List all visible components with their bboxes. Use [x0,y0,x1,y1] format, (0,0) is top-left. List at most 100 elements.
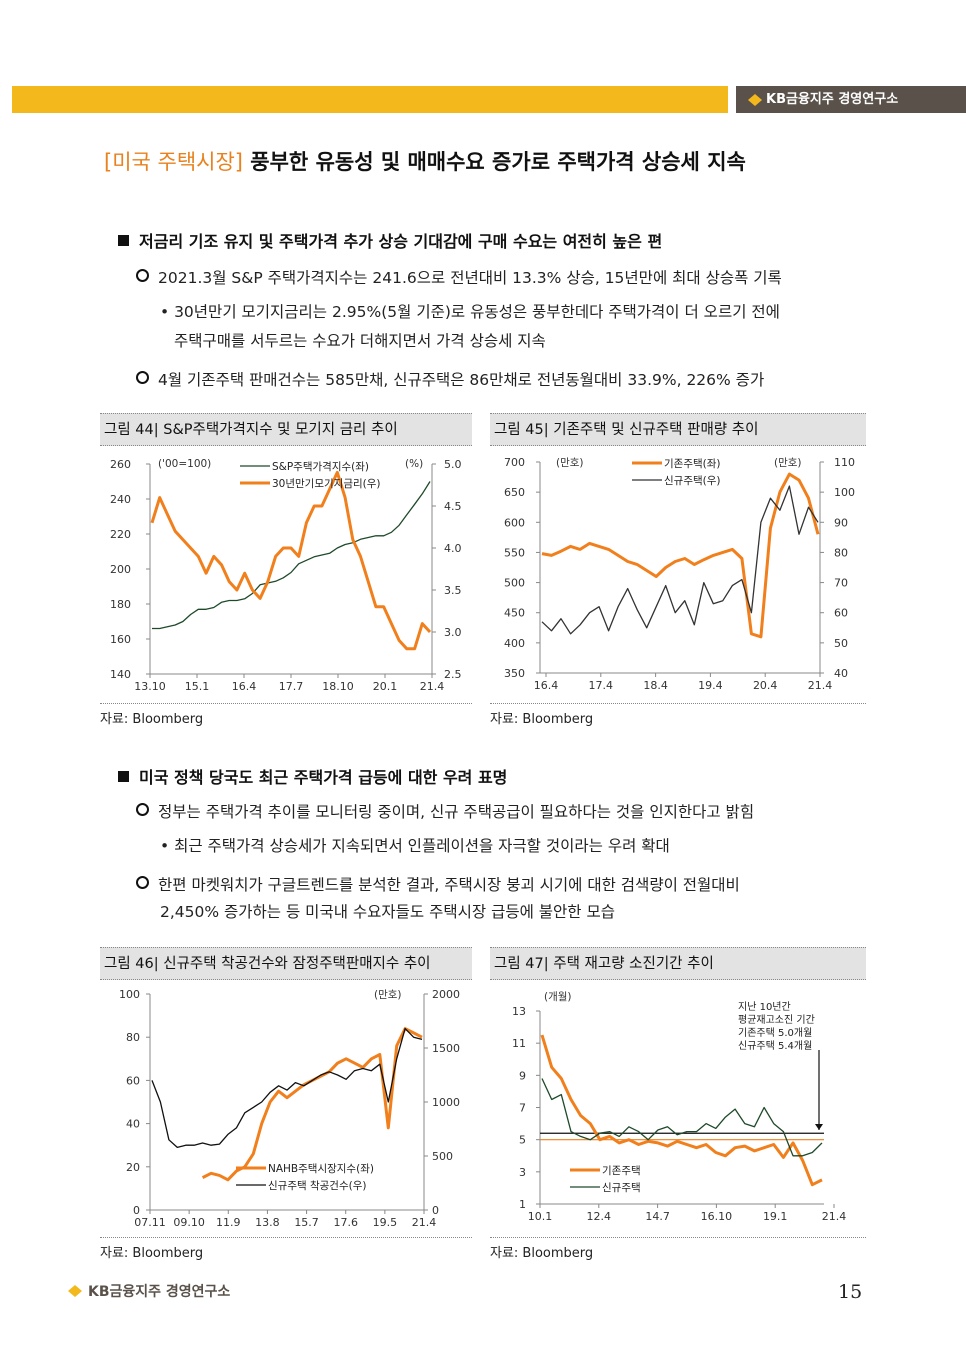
square-bullet-icon [118,771,129,782]
footer-brand: KB금융지주 경영연구소 [66,1281,230,1301]
c46-xtick-label: 13.8 [255,1216,280,1229]
c44-ytick-left-label: 160 [110,633,131,646]
section1-sub1-line1: • 30년만기 모기지금리는 2.95%(5월 기준)로 유동성은 풍부한데다 … [160,303,780,321]
c45-ytick-left-label: 500 [504,577,525,590]
c46-ytick-left-label: 40 [126,1118,140,1131]
c44-ytick-left-label: 240 [110,493,131,506]
c44-xtick-label: 15.1 [185,680,210,693]
c44-xtick-label: 16.4 [232,680,257,693]
section2-heading-text: 미국 정책 당국도 최근 주택가격 급등에 대한 우려 표명 [139,768,508,787]
c47-xtick-label: 10.1 [528,1210,553,1223]
chart47-title: 그림 47| 주택 재고량 소진기간 추이 [490,947,866,980]
section2-sub1: • 최근 주택가격 상승세가 지속되면서 인플레이션을 자극할 것이라는 우려 … [160,837,670,855]
c45-ytick-right-label: 90 [834,516,848,529]
c45-xtick-label: 19.4 [698,679,723,692]
c47-annotation-text: 기존주택 5.0개월 [738,1027,812,1039]
chart44-source: 자료: Bloomberg [100,703,472,727]
c45-ytick-right-label: 70 [834,577,848,590]
page-number: 15 [838,1281,863,1303]
c44-series-line-2 [150,470,432,651]
section1-heading: 저금리 기조 유지 및 주택가격 추가 상승 기대감에 구매 수요는 여전히 높… [118,228,662,252]
c44-ytick-left-label: 260 [110,458,131,471]
section1-bullet1: 2021.3월 S&P 주택가격지수는 241.6으로 전년대비 13.3% 상… [136,266,782,288]
c44-xtick-label: 21.4 [420,680,445,693]
c46-unit-right: (만호) [374,989,402,1001]
c47-annotation-arrowhead [815,1124,823,1130]
c47-ytick-left-label: 5 [519,1134,526,1147]
section1-heading-text: 저금리 기조 유지 및 주택가격 추가 상승 기대감에 구매 수요는 여전히 높… [139,232,663,251]
c47-ytick-left-label: 9 [519,1069,526,1082]
c47-annotation-text: 평균재고소진 기간 [738,1014,815,1026]
c44-ytick-left-label: 140 [110,668,131,681]
c45-xtick-label: 16.4 [534,679,559,692]
c46-ytick-left-label: 20 [126,1161,140,1174]
chart46-source: 자료: Bloomberg [100,1237,472,1261]
c44-legend-label: S&P주택가격지수(좌) [272,460,369,473]
header-brand-text: KB금융지주 경영연구소 [766,92,899,107]
page-title-text: 풍부한 유동성 및 매매수요 증가로 주택가격 상승세 지속 [250,150,746,174]
c47-xtick-label: 21.4 [822,1210,847,1223]
c44-ytick-right-label: 3.0 [444,626,462,639]
c46-xtick-label: 15.7 [294,1216,319,1229]
section2-bullet2: 한편 마켓워치가 구글트렌드를 분석한 결과, 주택시장 붕괴 시기에 대한 검… [136,873,740,895]
c44-xtick-label: 17.7 [279,680,304,693]
c47-ytick-left-label: 7 [519,1102,526,1115]
c46-series-line-1 [201,1027,423,1182]
chart45-title: 그림 45| 기존주택 및 신규주택 판매량 추이 [490,413,866,446]
c44-ytick-right-label: 3.5 [444,584,462,597]
c45-xtick-label: 21.4 [808,679,833,692]
square-bullet-icon [118,235,129,246]
c47-xtick-label: 12.4 [587,1210,612,1223]
c45-ytick-left-label: 450 [504,607,525,620]
c47-legend-label: 기존주택 [602,1165,641,1177]
c47-series-line-1 [540,1034,823,1187]
page-title-tag: [미국 주택시장] [104,150,243,174]
chart44-title: 그림 44| S&P주택가격지수 및 모기지 금리 추이 [100,413,472,446]
c47-xtick-label: 14.7 [645,1210,670,1223]
c44-xtick-label: 13.10 [134,680,166,693]
c44-unit-right: (%) [405,458,423,470]
c45-xtick-label: 20.4 [753,679,778,692]
section2-bullet2-line1: 한편 마켓워치가 구글트렌드를 분석한 결과, 주택시장 붕괴 시기에 대한 검… [158,876,740,894]
c45-ytick-right-label: 80 [834,546,848,559]
c44-legend-label: 30년만기모기지금리(우) [272,478,381,490]
kb-logo-icon [68,1285,82,1297]
c45-legend-label: 기존주택(좌) [664,458,721,470]
circle-bullet-icon [136,371,149,384]
c44-ytick-left-label: 220 [110,528,131,541]
c47-unit-left: (개월) [544,991,572,1003]
chart45-source: 자료: Bloomberg [490,703,866,727]
c45-ytick-left-label: 700 [504,456,525,469]
section2-bullet1-text: 정부는 주택가격 추이를 모니터링 중이며, 신규 주택공급이 필요하다는 것을… [158,803,755,821]
c45-xtick-label: 17.4 [589,679,614,692]
c44-xtick-label: 20.1 [373,680,398,693]
c46-series-line-2 [151,1027,423,1149]
c46-legend-label: 신규주택 착공건수(우) [268,1180,366,1192]
c45-ytick-left-label: 350 [504,667,525,680]
section2-bullet1: 정부는 주택가격 추이를 모니터링 중이며, 신규 주택공급이 필요하다는 것을… [136,800,754,822]
header-brand: KB금융지주 경영연구소 [736,86,966,113]
c47-xtick-label: 16.10 [701,1210,733,1223]
section1-sub1-line2: 주택구매를 서두르는 수요가 더해지면서 가격 상승세 지속 [174,332,546,350]
c46-ytick-right-label: 500 [432,1150,453,1163]
c44-ytick-left-label: 200 [110,563,131,576]
c45-series-line-2 [541,485,819,635]
c45-ytick-right-label: 60 [834,607,848,620]
c46-ytick-left-label: 100 [119,988,140,1001]
header-accent-bar [12,86,728,113]
chart47-source: 자료: Bloomberg [490,1237,866,1261]
c47-ytick-left-label: 3 [519,1166,526,1179]
c47-ytick-left-label: 1 [519,1198,526,1211]
c45-ytick-right-label: 50 [834,637,848,650]
c44-series-line-1 [152,481,431,630]
c46-xtick-label: 11.9 [216,1216,241,1229]
c46-ytick-right-label: 0 [432,1204,439,1217]
c44-ytick-right-label: 2.5 [444,668,462,681]
circle-bullet-icon [136,803,149,816]
c45-unit-left: (만호) [556,457,584,469]
c46-ytick-right-label: 1000 [432,1096,460,1109]
c45-series-line-1 [541,472,820,639]
c44-ytick-left-label: 180 [110,598,131,611]
section1-bullet2: 4월 기존주택 판매건수는 585만채, 신규주택은 86만채로 전년동월대비 … [136,368,764,390]
